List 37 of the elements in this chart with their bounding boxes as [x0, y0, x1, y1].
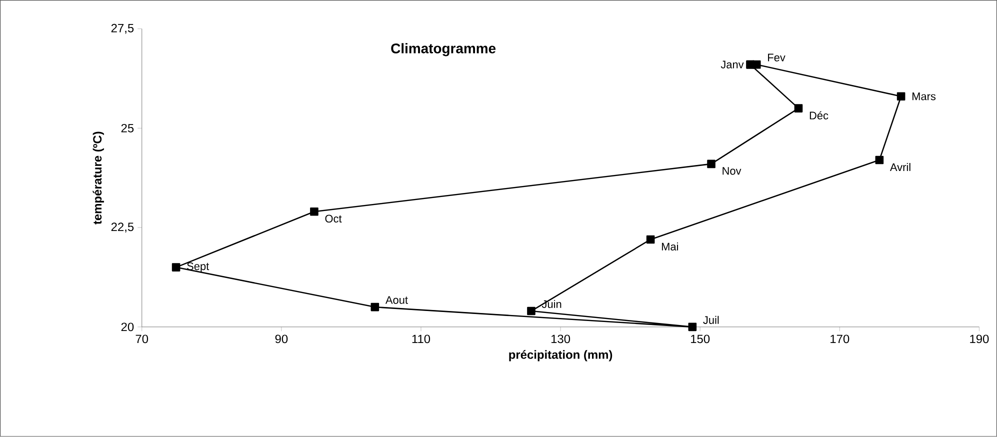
annotation: Sept	[187, 262, 210, 272]
annotation: Déc	[810, 111, 828, 120]
y-tick-label: 25	[121, 124, 134, 133]
x-tick-label: 90	[275, 334, 288, 344]
annotation: Juil	[703, 316, 719, 324]
annotation: Nov	[722, 167, 742, 175]
x-tick-label: 130	[551, 334, 570, 344]
point	[527, 306, 536, 316]
annotation: Fev	[768, 54, 786, 62]
y-tick-label: 22,5	[111, 222, 134, 233]
point	[370, 303, 380, 312]
annotation: Janv	[720, 60, 744, 69]
x-tick-label: 170	[830, 334, 850, 344]
text: Climatogramme	[391, 43, 496, 56]
annotation: Mars	[912, 92, 936, 100]
annotation: Oct	[325, 214, 342, 223]
point	[707, 160, 716, 168]
x-tick-label: 190	[970, 334, 989, 344]
y-axis-title: température (ºC)	[92, 132, 104, 225]
annotation: Juin	[542, 300, 562, 308]
point	[172, 263, 180, 272]
point	[310, 208, 318, 216]
point	[896, 92, 906, 101]
point	[646, 235, 655, 244]
x-tick-label: 150	[691, 334, 710, 344]
point	[875, 156, 884, 164]
annotation: Aout	[385, 296, 408, 304]
annotation: Avril	[890, 163, 910, 172]
x-axis-title: précipitation (mm)	[509, 350, 612, 362]
x-tick-label: 70	[136, 334, 148, 344]
point	[746, 60, 754, 69]
point	[794, 104, 803, 113]
x-tick-label: 110	[412, 334, 430, 344]
annotation: Mai	[662, 242, 678, 251]
y-tick-label: 27,5	[111, 24, 134, 34]
y-tick-label: 20	[121, 322, 134, 332]
point	[688, 322, 697, 332]
